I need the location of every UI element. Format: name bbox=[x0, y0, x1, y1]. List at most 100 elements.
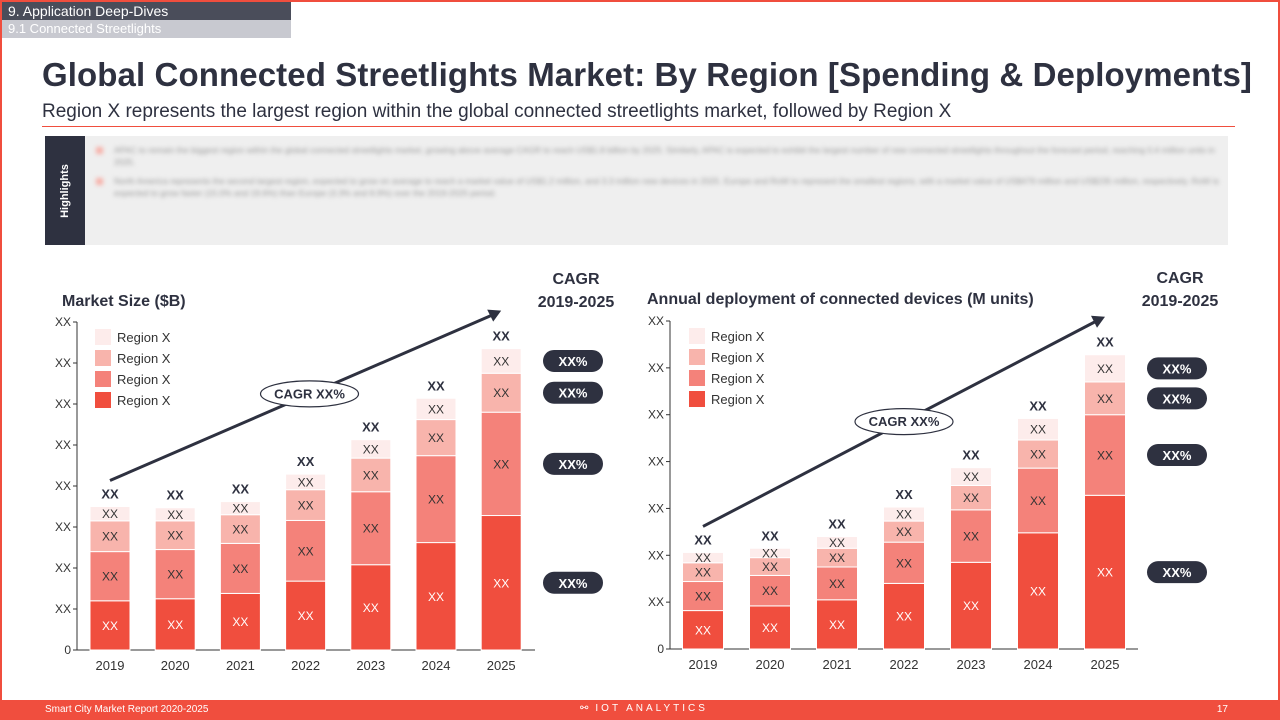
bar-segment-label: XX bbox=[232, 562, 248, 576]
bar-total-label: XX bbox=[1096, 335, 1114, 350]
legend-swatch bbox=[689, 370, 705, 386]
bar-segment bbox=[154, 598, 196, 651]
bar-segment bbox=[219, 514, 261, 544]
bar-segment-label: XX bbox=[102, 619, 118, 633]
bar-segment bbox=[1017, 439, 1059, 469]
logo-icon: ⚯ bbox=[580, 703, 592, 714]
bar-segment-label: XX bbox=[298, 609, 314, 623]
bar-segment-label: XX bbox=[167, 618, 183, 632]
bar-total-label: XX bbox=[828, 517, 846, 532]
highlight-bullet: APAC to remain the biggest region within… bbox=[96, 144, 1220, 168]
bar-segment-label: XX bbox=[232, 523, 248, 537]
bar-segment-label: XX bbox=[167, 508, 183, 522]
bar-segment bbox=[1084, 354, 1126, 383]
bar-segment bbox=[1017, 467, 1059, 534]
bar-segment-label: XX bbox=[896, 610, 912, 624]
bar-segment-label: XX bbox=[1097, 449, 1113, 463]
y-tick-label: XX bbox=[648, 595, 664, 609]
bar-segment bbox=[950, 467, 992, 486]
y-tick-label: XX bbox=[55, 520, 71, 534]
bar-segment-label: XX bbox=[102, 507, 118, 521]
bar-segment-label: XX bbox=[363, 442, 379, 456]
bar-segment-label: XX bbox=[762, 621, 778, 635]
cagr-pill-label: XX% bbox=[1163, 391, 1192, 406]
x-tick-label: 2019 bbox=[96, 658, 125, 673]
bar-total-label: XX bbox=[895, 487, 913, 502]
bar-segment-label: XX bbox=[493, 457, 509, 471]
bar-segment-label: XX bbox=[896, 556, 912, 570]
legend-label: Region X bbox=[711, 329, 765, 344]
bar-segment-label: XX bbox=[963, 491, 979, 505]
bar-segment-label: XX bbox=[762, 546, 778, 560]
breadcrumb-section[interactable]: 9. Application Deep-Dives bbox=[2, 2, 291, 20]
bar-segment bbox=[816, 599, 858, 650]
footer: Smart City Market Report 2020-2025 ⚯ IOT … bbox=[0, 700, 1280, 720]
bar-segment-label: XX bbox=[695, 551, 711, 565]
cagr-pill-label: XX% bbox=[1163, 448, 1192, 463]
cagr-pill-label: XX% bbox=[559, 386, 588, 401]
bar-segment-label: XX bbox=[695, 623, 711, 637]
bar-segment-label: XX bbox=[1097, 362, 1113, 376]
x-tick-label: 2024 bbox=[1024, 657, 1053, 672]
cagr-oval bbox=[854, 408, 954, 436]
bar-segment-label: XX bbox=[232, 502, 248, 516]
cagr-pill-label: XX% bbox=[1163, 361, 1192, 376]
cagr-pill bbox=[543, 452, 603, 475]
bar-segment-label: XX bbox=[695, 590, 711, 604]
bar-segment bbox=[816, 566, 858, 601]
bar-segment bbox=[154, 520, 196, 551]
bar-segment-label: XX bbox=[963, 599, 979, 613]
bar-total-label: XX bbox=[362, 420, 380, 435]
y-tick-label: 0 bbox=[64, 643, 71, 657]
cagr-pill-label: XX% bbox=[559, 576, 588, 591]
cagr-header-period: 2019-2025 bbox=[1142, 293, 1219, 310]
bar-segment bbox=[89, 506, 131, 522]
highlight-bullet: North America represents the second larg… bbox=[96, 175, 1220, 199]
x-tick-label: 2024 bbox=[422, 658, 451, 673]
bar-segment-label: XX bbox=[1030, 448, 1046, 462]
bar-segment bbox=[480, 348, 522, 374]
x-tick-label: 2021 bbox=[226, 658, 255, 673]
highlights-tab: Highlights bbox=[45, 136, 85, 245]
bar-segment-label: XX bbox=[298, 499, 314, 513]
bar-segment bbox=[816, 536, 858, 549]
x-tick-label: 2022 bbox=[291, 658, 320, 673]
y-tick-label: XX bbox=[648, 548, 664, 562]
deployment-chart: Annual deployment of connected devices (… bbox=[647, 270, 1219, 672]
x-tick-label: 2023 bbox=[356, 658, 385, 673]
left-border bbox=[0, 0, 2, 720]
cagr-oval bbox=[259, 380, 360, 408]
trend-arrow-head bbox=[1091, 315, 1105, 328]
bar-segment bbox=[1084, 381, 1126, 416]
y-tick-label: XX bbox=[648, 455, 664, 469]
bar-segment-label: XX bbox=[829, 618, 845, 632]
y-tick-label: XX bbox=[55, 438, 71, 452]
legend-label: Region X bbox=[117, 372, 171, 387]
y-tick-label: XX bbox=[648, 408, 664, 422]
bar-segment bbox=[1084, 494, 1126, 650]
bar-segment-label: XX bbox=[232, 615, 248, 629]
bar-segment-label: XX bbox=[829, 536, 845, 550]
x-tick-label: 2022 bbox=[890, 657, 919, 672]
legend-label: Region X bbox=[711, 350, 765, 365]
bar-segment-label: XX bbox=[695, 566, 711, 580]
breadcrumb-subsection[interactable]: 9.1 Connected Streetlights bbox=[2, 20, 291, 38]
legend-swatch bbox=[95, 350, 111, 366]
bar-segment bbox=[89, 600, 131, 651]
bar-segment-label: XX bbox=[102, 570, 118, 584]
bar-segment bbox=[285, 580, 327, 651]
bar-segment-label: XX bbox=[428, 431, 444, 445]
bar-total-label: XX bbox=[167, 488, 185, 503]
y-tick-label: XX bbox=[55, 356, 71, 370]
legend-swatch bbox=[689, 328, 705, 344]
bar-segment bbox=[154, 507, 196, 522]
cagr-pill bbox=[1147, 357, 1207, 380]
bar-segment bbox=[219, 592, 261, 651]
bar-total-label: XX bbox=[1029, 398, 1047, 413]
y-tick-label: XX bbox=[55, 315, 71, 329]
bar-segment bbox=[219, 542, 261, 594]
bar-segment bbox=[883, 541, 925, 584]
market-size-chart: Market Size ($B) CAGR 2019-2025 0 XX XX XX XX XX… bbox=[55, 271, 614, 673]
bar-segment bbox=[350, 491, 392, 566]
page-subtitle: Region X represents the largest region w… bbox=[42, 101, 952, 122]
